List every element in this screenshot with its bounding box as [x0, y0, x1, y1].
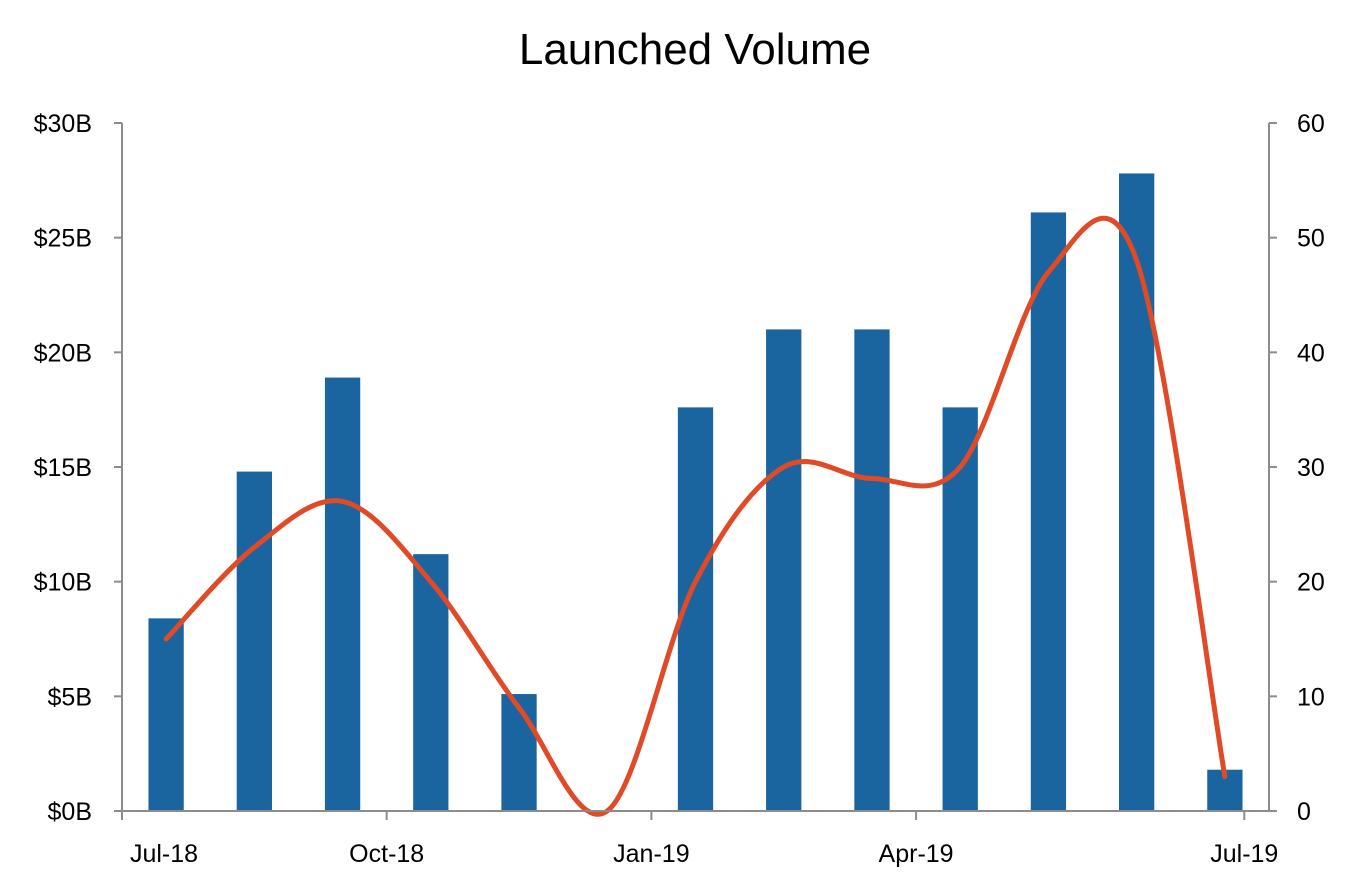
left-axis-ticks: $0B $5B $10B $15B $20B $25B $30B — [34, 110, 122, 826]
x-tick-label: Jul-18 — [130, 840, 198, 868]
right-tick-label: 60 — [1297, 110, 1325, 138]
line-path — [163, 215, 1228, 817]
bar-series — [148, 173, 1243, 811]
right-axis-ticks: 0 10 20 30 40 50 60 — [1269, 110, 1325, 826]
bar-Oct-18 — [413, 554, 449, 811]
bar-Apr-19 — [942, 407, 978, 811]
right-tick-label: 40 — [1297, 339, 1325, 367]
left-tick-label: $5B — [48, 683, 92, 711]
x-tick-label: Oct-18 — [349, 840, 424, 868]
chart-title: Launched Volume — [519, 25, 871, 74]
right-tick-label: 30 — [1297, 454, 1325, 482]
right-tick-label: 10 — [1297, 683, 1325, 711]
bar-Feb-19 — [766, 329, 802, 811]
right-tick-label: 50 — [1297, 225, 1325, 253]
left-tick-label: $10B — [34, 569, 92, 597]
bar-Nov-18 — [501, 694, 537, 811]
right-tick-label: 20 — [1297, 569, 1325, 597]
bar-May-19 — [1030, 212, 1067, 811]
x-tick-label: Jan-19 — [613, 840, 689, 868]
bar-Aug-18 — [236, 471, 272, 811]
right-tick-label: 0 — [1297, 798, 1311, 826]
left-tick-label: $25B — [34, 225, 92, 253]
left-tick-label: $30B — [34, 110, 92, 138]
x-tick-label: Apr-19 — [879, 840, 954, 868]
bar-Mar-19 — [854, 329, 890, 811]
bar-Jul-18 — [148, 618, 184, 811]
bar-Jun-19 — [1119, 173, 1155, 811]
left-tick-label: $20B — [34, 339, 92, 367]
left-tick-label: $15B — [34, 454, 92, 482]
line-series — [163, 215, 1228, 817]
x-tick-label: Jul-19 — [1210, 840, 1278, 868]
left-tick-label: $0B — [48, 798, 92, 826]
x-axis-ticks: Jul-18 Oct-18 Jan-19 Apr-19 Jul-19 — [121, 811, 1278, 868]
bar-Sep-18 — [324, 377, 361, 811]
